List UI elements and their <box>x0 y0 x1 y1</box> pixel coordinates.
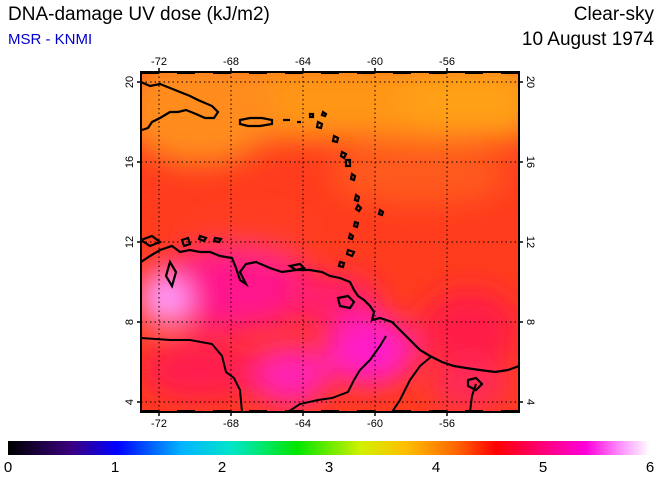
lon-tick-label-top: -68 <box>223 56 239 68</box>
frame-stripe <box>429 71 447 74</box>
lat-tick-label-left: 8 <box>124 319 136 325</box>
frame-stripe <box>285 410 303 413</box>
frame-stripe <box>285 71 303 74</box>
frame-stripe <box>141 71 159 74</box>
lon-tick-label-top: -56 <box>439 56 455 68</box>
frame-stripe <box>213 410 231 413</box>
source-label: MSR - KNMI <box>8 31 93 48</box>
lon-tick-label-bottom: -56 <box>439 418 455 430</box>
colorbar <box>8 441 650 455</box>
frame-stripe <box>321 410 339 413</box>
frame-stripe <box>141 410 159 413</box>
frame-stripe <box>465 410 483 413</box>
frame-stripe <box>321 71 339 74</box>
frame-stripe <box>393 71 411 74</box>
map-title: DNA-damage UV dose (kJ/m2) <box>8 4 270 25</box>
frame-stripe <box>429 410 447 413</box>
colorbar-label: 5 <box>538 459 548 476</box>
frame-stripe <box>249 410 267 413</box>
lat-tick-label-left: 20 <box>124 76 136 88</box>
lat-tick-label-left: 12 <box>124 236 136 248</box>
lat-tick-label-right: 16 <box>524 156 536 168</box>
colorbar-label: 6 <box>645 459 655 476</box>
colorbar-label: 2 <box>217 459 227 476</box>
frame-stripe <box>501 71 519 74</box>
frame-stripe <box>465 71 483 74</box>
colorbar-label: 3 <box>324 459 334 476</box>
frame-stripe <box>357 410 375 413</box>
lat-tick-label-right: 20 <box>524 76 536 88</box>
lat-tick-label-right: 4 <box>524 399 536 405</box>
colorbar-label: 4 <box>431 459 441 476</box>
lon-tick-label-bottom: -60 <box>367 418 383 430</box>
frame-stripe <box>213 71 231 74</box>
country-borders <box>141 335 477 412</box>
tick-labels: -72 -72 -68 -68 -64 -64 -60 -60 -56 -56 4 4 8 8 12 12 16… <box>124 56 536 430</box>
grid-lines <box>141 72 519 412</box>
sky-condition-label: Clear-sky <box>573 4 654 25</box>
frame-stripe <box>393 410 411 413</box>
date-label: 10 August 1974 <box>521 29 654 50</box>
colorbar-label: 0 <box>3 459 13 476</box>
uv-field <box>141 72 519 412</box>
frame-ticks <box>137 68 523 416</box>
lon-tick-label-top: -72 <box>151 56 167 68</box>
lat-tick-label-left: 16 <box>124 156 136 168</box>
lat-tick-label-left: 4 <box>124 399 136 405</box>
frame-stripe <box>501 410 519 413</box>
lon-tick-label-bottom: -72 <box>151 418 167 430</box>
lat-tick-label-right: 12 <box>524 236 536 248</box>
frame-stripe <box>177 71 195 74</box>
frame-stripe <box>249 71 267 74</box>
lat-tick-label-right: 8 <box>524 319 536 325</box>
frame-stripe <box>357 71 375 74</box>
frame-stripe <box>177 410 195 413</box>
colorbar-label: 1 <box>110 459 120 476</box>
lon-tick-label-top: -60 <box>367 56 383 68</box>
lon-tick-label-top: -64 <box>295 56 311 68</box>
coastlines <box>141 80 519 392</box>
lon-tick-label-bottom: -68 <box>223 418 239 430</box>
lon-tick-label-bottom: -64 <box>295 418 311 430</box>
